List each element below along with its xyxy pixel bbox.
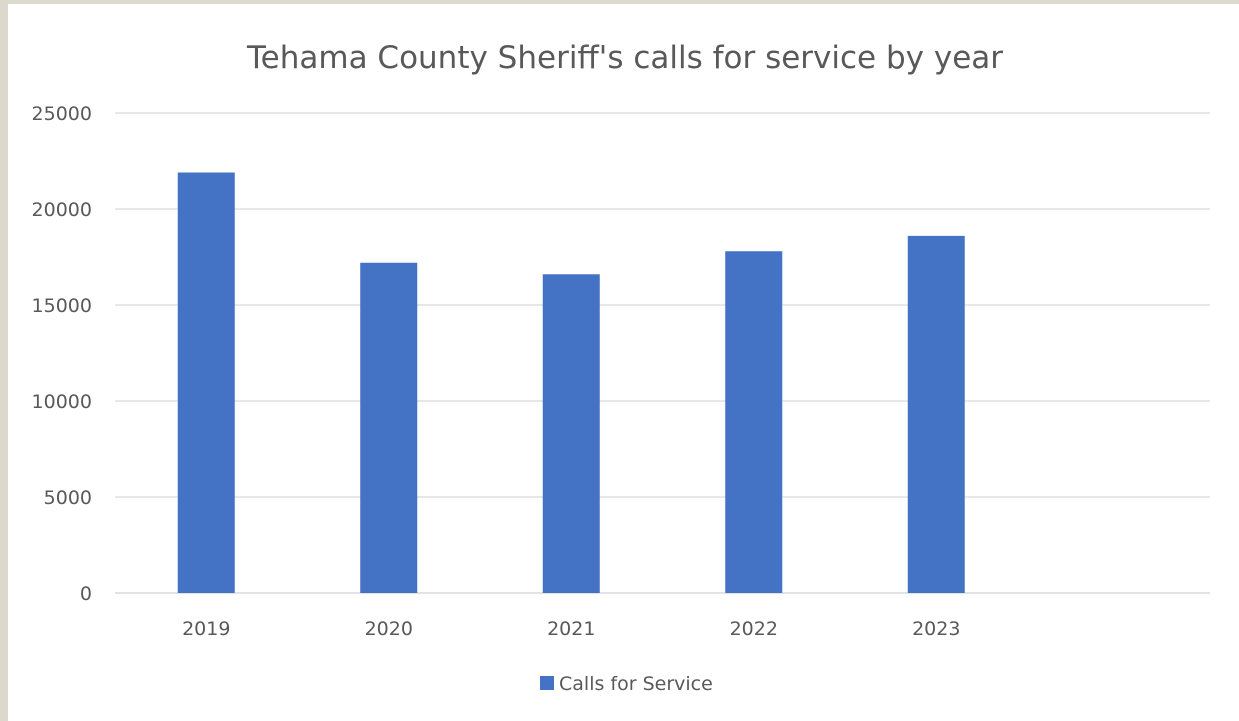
y-tick-label: 15000	[32, 295, 92, 317]
bars	[177, 172, 965, 594]
bar-2023	[907, 235, 965, 593]
y-tick-label: 5000	[44, 487, 92, 509]
x-tick-label: 2020	[365, 618, 413, 640]
y-tick-label: 20000	[32, 199, 92, 221]
y-tick-label: 0	[80, 583, 92, 605]
chart-area: Tehama County Sheriff's calls for servic…	[8, 4, 1239, 721]
chart-title: Tehama County Sheriff's calls for servic…	[246, 40, 1003, 76]
legend-swatch-calls-for-service	[540, 676, 554, 690]
legend: Calls for Service	[540, 673, 713, 695]
y-tick-label: 10000	[32, 391, 92, 413]
x-axis-ticks: 2019 2020 2021 2022 2023	[182, 618, 960, 640]
x-tick-label: 2021	[547, 618, 595, 640]
bar-chart: Tehama County Sheriff's calls for servic…	[32, 40, 1210, 695]
bar-2020	[360, 262, 418, 593]
y-tick-label: 25000	[32, 103, 92, 125]
bar-2021	[542, 274, 600, 593]
x-tick-label: 2022	[730, 618, 778, 640]
x-tick-label: 2019	[182, 618, 230, 640]
x-tick-label: 2023	[912, 618, 960, 640]
legend-label-calls-for-service: Calls for Service	[559, 673, 713, 695]
gridlines	[115, 112, 1210, 594]
bar-2022	[725, 251, 783, 594]
y-axis-ticks: 0 5000 10000 15000 20000 25000	[32, 103, 92, 605]
bar-2019	[177, 172, 235, 593]
